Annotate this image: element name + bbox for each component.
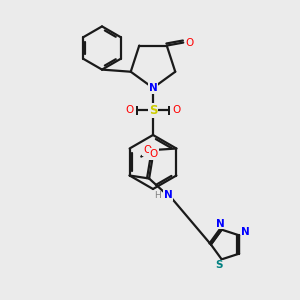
Text: O: O [143,145,152,155]
Text: H: H [154,191,160,200]
Text: N: N [241,227,250,237]
Text: O: O [149,149,158,159]
Text: N: N [164,190,172,200]
Text: O: O [186,38,194,48]
Text: O: O [126,105,134,116]
Text: S: S [215,260,222,270]
Text: N: N [148,83,158,93]
Text: N: N [216,219,225,229]
Text: S: S [149,104,157,117]
Text: O: O [172,105,180,116]
